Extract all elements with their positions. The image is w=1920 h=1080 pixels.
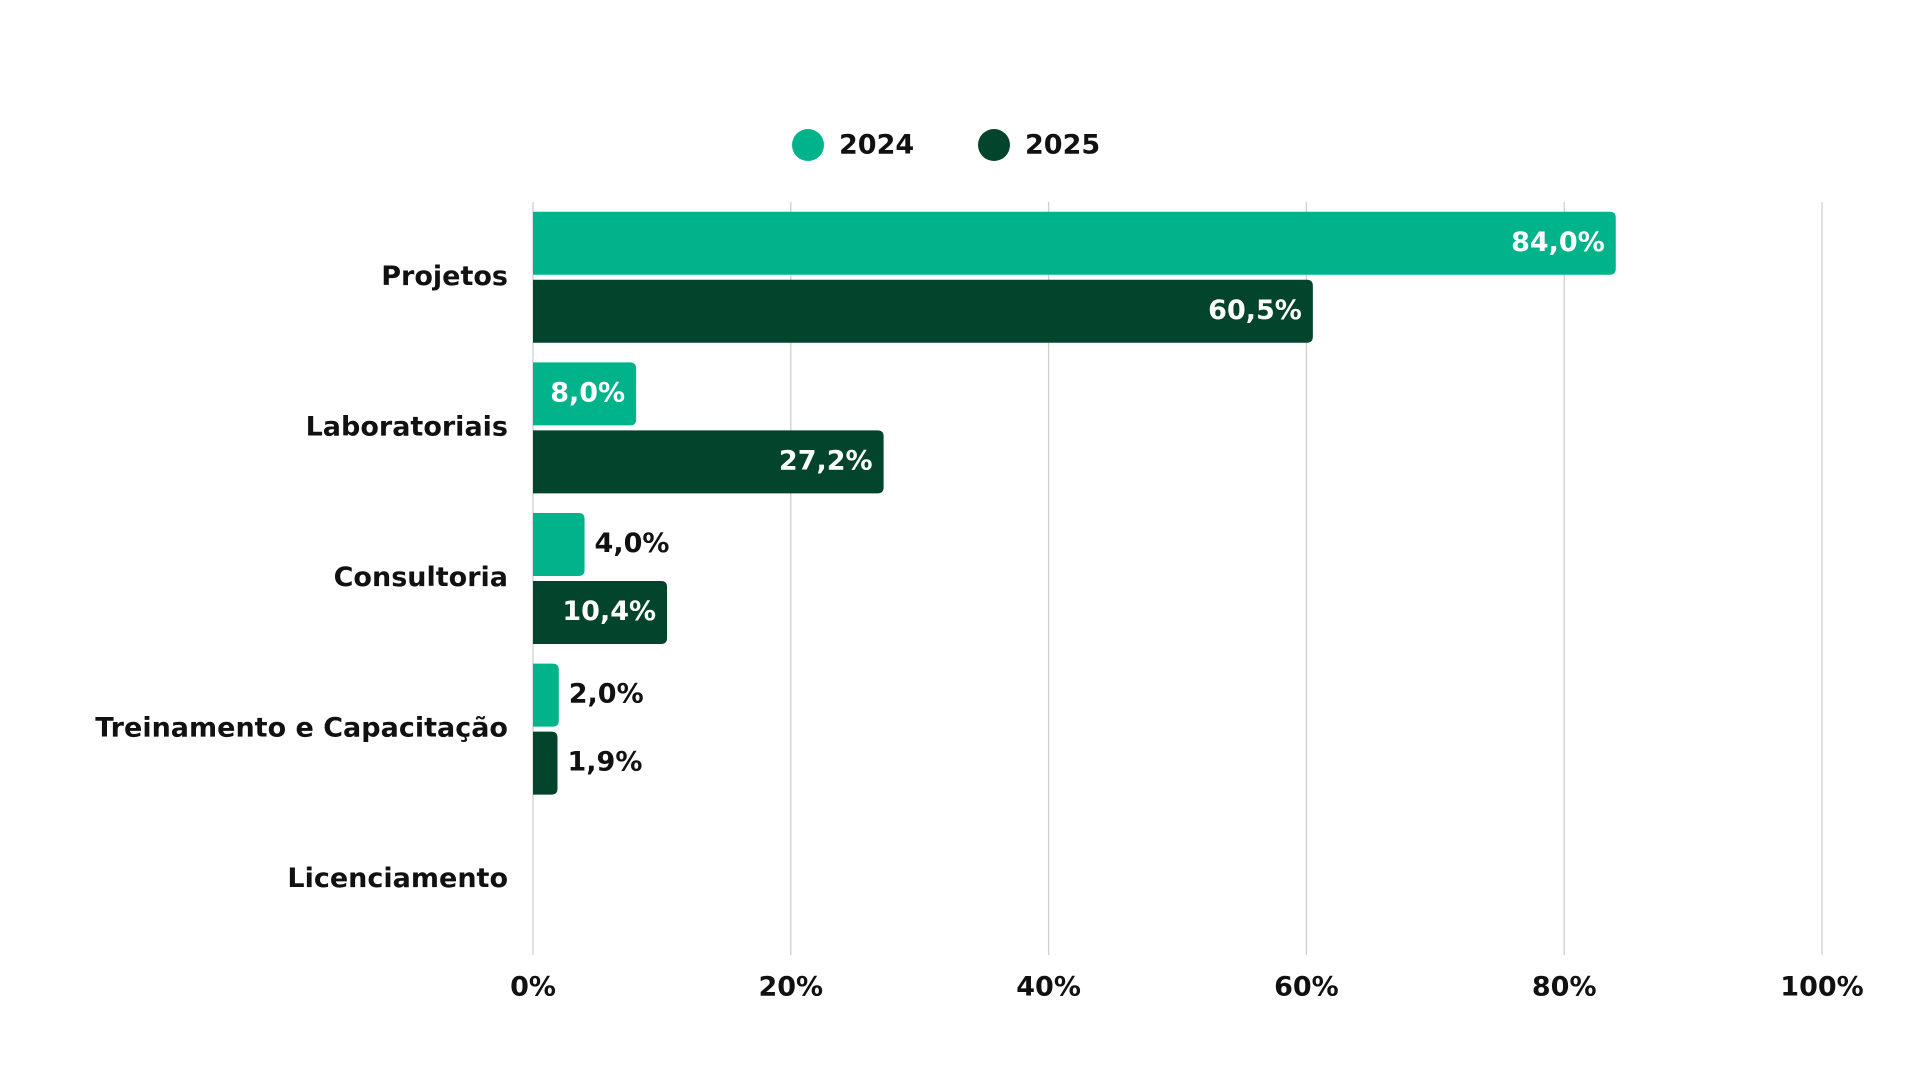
legend-marker bbox=[792, 129, 824, 161]
data-label: 60,5% bbox=[1208, 295, 1302, 326]
data-label: 27,2% bbox=[779, 445, 873, 476]
bar bbox=[533, 430, 884, 494]
y-tick-label: Licenciamento bbox=[287, 863, 508, 894]
bar bbox=[533, 279, 1313, 343]
x-tick-label: 80% bbox=[1532, 972, 1597, 1003]
x-tick-label: 60% bbox=[1274, 972, 1339, 1003]
data-label: 4,0% bbox=[595, 528, 670, 559]
y-tick-label: Treinamento e Capacitação bbox=[95, 713, 508, 744]
bar bbox=[533, 581, 668, 644]
bar bbox=[533, 513, 585, 576]
data-label: 84,0% bbox=[1511, 227, 1605, 258]
legend-label: 2024 bbox=[839, 130, 914, 161]
bar bbox=[533, 211, 1616, 275]
data-label: 1,9% bbox=[567, 747, 642, 778]
x-tick-label: 20% bbox=[758, 972, 823, 1003]
y-tick-label: Consultoria bbox=[334, 562, 508, 593]
y-tick-label: Laboratoriais bbox=[306, 411, 508, 442]
x-tick-label: 100% bbox=[1780, 972, 1863, 1003]
bar bbox=[533, 663, 559, 727]
bar bbox=[533, 362, 637, 426]
legend-marker bbox=[978, 129, 1010, 161]
y-tick-label: Projetos bbox=[381, 261, 508, 292]
x-tick-label: 40% bbox=[1016, 972, 1081, 1003]
data-label: 2,0% bbox=[569, 679, 644, 710]
legend-label: 2025 bbox=[1025, 130, 1100, 161]
x-tick-label: 0% bbox=[510, 972, 556, 1003]
data-label: 10,4% bbox=[562, 596, 656, 627]
bar bbox=[533, 731, 558, 795]
data-label: 8,0% bbox=[550, 377, 625, 408]
